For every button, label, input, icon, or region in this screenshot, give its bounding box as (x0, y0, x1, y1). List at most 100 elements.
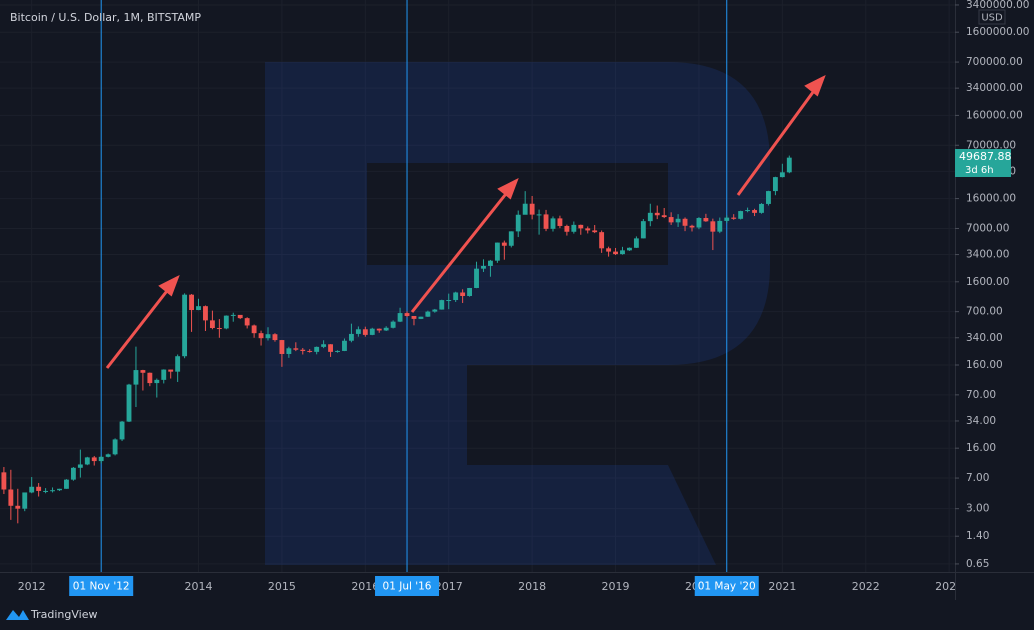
x-tick-label: 2016 (351, 580, 379, 593)
candle-body (627, 247, 632, 251)
candle-body (36, 486, 42, 491)
last-price: 49687.88 (959, 150, 1012, 163)
candle-body (731, 217, 737, 219)
candle-body (154, 379, 160, 384)
candle-body (460, 292, 466, 296)
candle-body (585, 228, 591, 231)
candle-body (606, 248, 612, 252)
candle-body (515, 214, 521, 232)
marker-label-box (69, 576, 134, 596)
candle-body (689, 225, 695, 228)
watermark-logo (265, 62, 770, 565)
candle-body (244, 318, 250, 326)
y-tick-label: 16000.00 (966, 193, 1016, 205)
candle-body (467, 287, 473, 296)
y-tick-label: 3400000.00 (966, 0, 1029, 11)
trend-arrows (105, 74, 826, 369)
candle-body (675, 218, 681, 223)
candle-body (536, 214, 542, 216)
candle-body (772, 177, 778, 192)
marker-label: 01 Jul '16 (383, 581, 432, 593)
brand-logo (6, 610, 29, 620)
x-tick-label: 2018 (518, 580, 546, 593)
candle-body (119, 421, 125, 440)
candle-body (759, 203, 764, 213)
arrowhead (497, 177, 519, 200)
candle-body (293, 348, 299, 350)
candle-body (633, 238, 639, 248)
y-tick-label: 3.00 (966, 503, 989, 515)
candle-body (578, 224, 584, 229)
candle-body (237, 314, 243, 319)
candle-body (98, 456, 104, 462)
candle-body (362, 329, 368, 335)
x-tick-label: 2015 (268, 580, 296, 593)
marker-label-box (694, 576, 759, 596)
candle-body (328, 344, 333, 352)
candle-body (404, 313, 410, 316)
candle-body (175, 356, 181, 372)
brand: TradingView (30, 608, 97, 621)
marker-label-box (375, 576, 440, 596)
candle-body (140, 370, 146, 373)
candle-body (286, 348, 292, 354)
candle-body (258, 333, 264, 339)
candle-body (522, 203, 528, 215)
candle-body (425, 311, 431, 317)
candle-body (70, 467, 76, 480)
candle-body (411, 315, 417, 319)
y-tick-label: 1600.00 (966, 276, 1009, 288)
candle-body (557, 218, 563, 226)
candle-body (168, 369, 174, 372)
y-tick-label: 34.00 (966, 415, 996, 427)
arrowhead (804, 74, 826, 97)
y-tick-label: 0.65 (966, 558, 989, 570)
footer (0, 600, 1034, 630)
candle-body (22, 492, 28, 509)
chart-title: Bitcoin / U.S. Dollar, 1M, BITSTAMP (10, 11, 201, 24)
candle-body (216, 328, 222, 330)
marker-labels: 01 Nov '12 01 Jul '16 01 May '20 (69, 576, 759, 596)
candle-body (161, 369, 167, 380)
candle-body (307, 350, 313, 352)
candle-body (314, 346, 320, 352)
candle-body (710, 221, 716, 232)
y-tick-label: 1600000.00 (966, 26, 1029, 38)
price-tag: 49687.88 3d 6h (955, 149, 1012, 177)
candle-body (474, 268, 479, 288)
candle-body (376, 328, 382, 331)
y-tick-label: 700.00 (966, 306, 1003, 318)
candle-body (543, 214, 549, 229)
candle-body (550, 218, 556, 229)
candle-body (661, 215, 667, 218)
candle-body (786, 157, 792, 173)
candle-body (481, 265, 486, 269)
candle-body (418, 316, 424, 319)
currency: USD (981, 13, 1003, 24)
y-tick-label: 160.00 (966, 359, 1003, 371)
y-tick-label: 340000.00 (966, 82, 1023, 94)
y-tick-label: 700000.00 (966, 56, 1023, 68)
candle-body (1, 472, 7, 490)
x-tick-label: 2023 (935, 580, 963, 593)
candle-body (654, 212, 660, 216)
arrow (410, 189, 511, 313)
candle-body (752, 210, 757, 213)
candle-body (196, 306, 201, 311)
candle-body (223, 315, 229, 329)
candle-body (147, 372, 153, 384)
candle-body (91, 457, 97, 462)
candle-body (355, 329, 361, 334)
candle-body (182, 294, 188, 357)
candle-body (724, 217, 730, 221)
y-tick-label: 70000.00 (966, 139, 1016, 151)
candle-body (397, 313, 403, 322)
candle-body (738, 211, 744, 219)
candle-body (342, 340, 347, 351)
candle-body (647, 212, 653, 222)
candle-body (529, 203, 535, 215)
watermark-r (265, 62, 770, 565)
price-tag-box (955, 149, 1011, 177)
